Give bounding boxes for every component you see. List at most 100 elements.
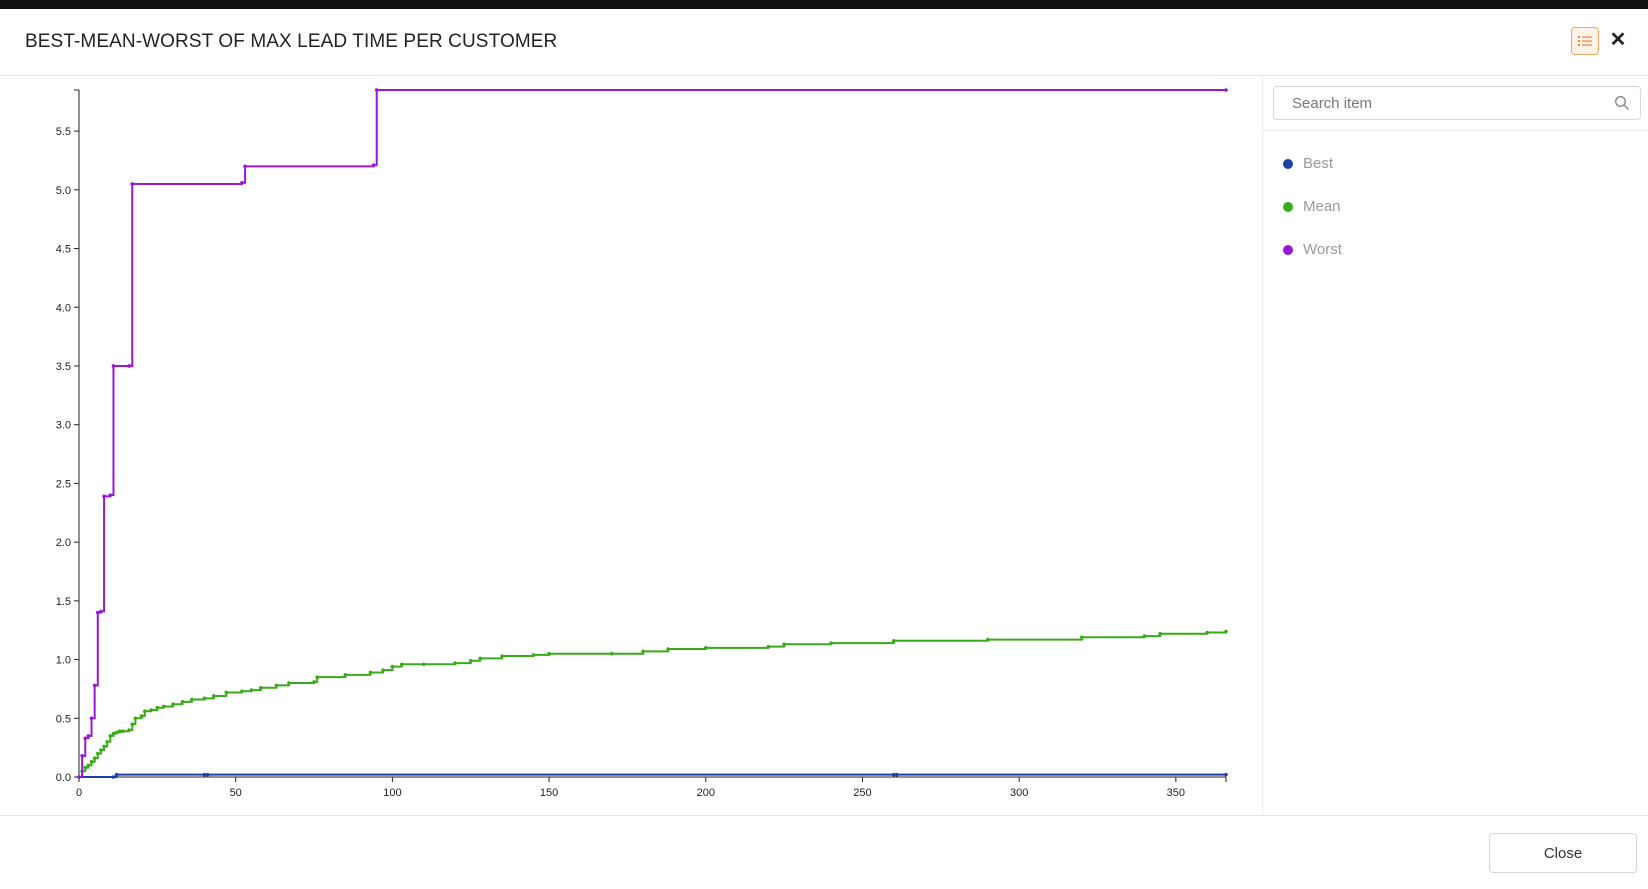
series-point-mean (381, 668, 385, 672)
series-point-mean (86, 763, 91, 768)
legend-label-mean: Mean (1303, 198, 1341, 215)
x-tick-label: 50 (230, 787, 242, 799)
series-point-mean (139, 714, 144, 718)
series-point-mean (161, 704, 166, 709)
series-point-mean (399, 662, 404, 667)
chart-area: 0.0 0.5 1.0 1.5 2.0 2.5 3.0 3.5 4.0 4.5 5.0 5.5 0 50 1… (0, 76, 1262, 815)
close-icon[interactable]: ✕ (1609, 29, 1627, 51)
series-point-mean (117, 729, 122, 733)
legend-panel: Best Mean Worst (1262, 76, 1648, 815)
series-point-best (205, 772, 210, 777)
x-tick-label: 0 (76, 787, 82, 799)
series-point-mean (130, 722, 135, 726)
series-point-mean (105, 739, 110, 744)
close-button[interactable]: Close (1489, 833, 1637, 873)
x-tick-label: 350 (1167, 787, 1185, 799)
legend-toggle-button[interactable] (1571, 27, 1599, 55)
series-point-mean (96, 751, 100, 756)
series-point-mean (202, 696, 207, 701)
x-tick-label: 300 (1010, 787, 1028, 799)
series-point-worst (92, 683, 97, 688)
series-point-worst (80, 754, 84, 758)
series-point-mean (782, 642, 786, 647)
series-point-mean (703, 646, 708, 650)
legend-item-mean[interactable]: Mean (1283, 185, 1342, 228)
series-point-mean (478, 656, 482, 661)
y-tick-label: 0.0 (56, 772, 71, 784)
series-point-mean (986, 637, 990, 642)
series-point-mean (829, 641, 833, 645)
series-point-mean (666, 647, 670, 651)
series-point-mean (1158, 631, 1162, 636)
list-icon (1578, 36, 1592, 46)
series-point-mean (133, 716, 138, 721)
series-point-worst (89, 716, 94, 721)
series-point-worst (96, 610, 100, 615)
series-point-mean (609, 651, 614, 656)
series-point-worst (130, 182, 135, 186)
series-point-mean (149, 708, 153, 712)
series-point-mean (143, 709, 147, 714)
series-point-mean (312, 680, 316, 684)
series-point-mean (547, 651, 551, 656)
series-point-mean (1142, 634, 1147, 638)
legend-label-worst: Worst (1303, 241, 1342, 258)
legend-dot-worst (1283, 244, 1293, 255)
series-point-mean (171, 702, 175, 706)
series-point-mean (155, 705, 160, 710)
legend-item-best[interactable]: Best (1283, 142, 1342, 185)
series-line-mean (79, 631, 1227, 778)
y-tick-label: 4.0 (56, 302, 71, 314)
series-point-mean (89, 759, 94, 764)
y-tick-label: 5.5 (56, 126, 71, 138)
y-tick-label: 0.5 (56, 713, 71, 725)
y-tick-label: 3.5 (56, 361, 71, 373)
x-tick-label: 250 (853, 787, 871, 799)
y-tick-label: 1.0 (56, 655, 71, 667)
series-point-mean (224, 690, 229, 695)
series-point-best (202, 772, 207, 777)
legend-dot-mean (1283, 201, 1293, 212)
search-icon[interactable] (1614, 95, 1630, 111)
series-point-mean (315, 675, 319, 679)
series-point-mean (421, 662, 426, 667)
series-point-mean (368, 670, 373, 675)
series-point-mean (1205, 630, 1209, 635)
series-point-mean (240, 689, 244, 694)
series-point-worst (1224, 88, 1228, 92)
series-point-mean (531, 653, 536, 657)
y-tick-label: 5.0 (56, 185, 71, 197)
series-point-mean (180, 700, 185, 704)
series-point-mean (766, 644, 771, 649)
series-point-mean (1080, 635, 1084, 640)
series-point-worst (127, 364, 131, 368)
series-point-mean (500, 654, 504, 658)
series-point-mean (92, 756, 97, 761)
series-point-mean (121, 729, 125, 733)
series-point-worst (374, 88, 379, 92)
series-point-mean (249, 688, 254, 692)
series-point-worst (77, 775, 81, 779)
x-tick-label: 150 (540, 787, 558, 799)
y-tick-label: 4.5 (56, 244, 71, 256)
y-tick-label: 1.5 (56, 596, 71, 608)
legend-item-worst[interactable]: Worst (1283, 228, 1342, 271)
series-point-worst (371, 163, 376, 167)
series-point-mean (99, 748, 103, 752)
series-point-worst (99, 609, 103, 614)
series-point-mean (108, 734, 113, 738)
window-top-bar (0, 0, 1648, 9)
series-point-worst (102, 494, 106, 499)
legend-dot-best (1283, 158, 1293, 169)
series-point-mean (258, 685, 263, 690)
dialog-header: BEST-MEAN-WORST OF MAX LEAD TIME PER CUS… (0, 9, 1648, 76)
series-point-mean (343, 673, 348, 677)
series-point-mean (190, 697, 194, 702)
series-point-mean (892, 638, 896, 643)
series-point-worst (243, 164, 247, 169)
divider (1263, 130, 1648, 131)
series-point-mean (274, 683, 279, 688)
series-point-mean (111, 731, 116, 736)
series-point-best (892, 772, 896, 777)
search-input[interactable] (1274, 87, 1604, 119)
